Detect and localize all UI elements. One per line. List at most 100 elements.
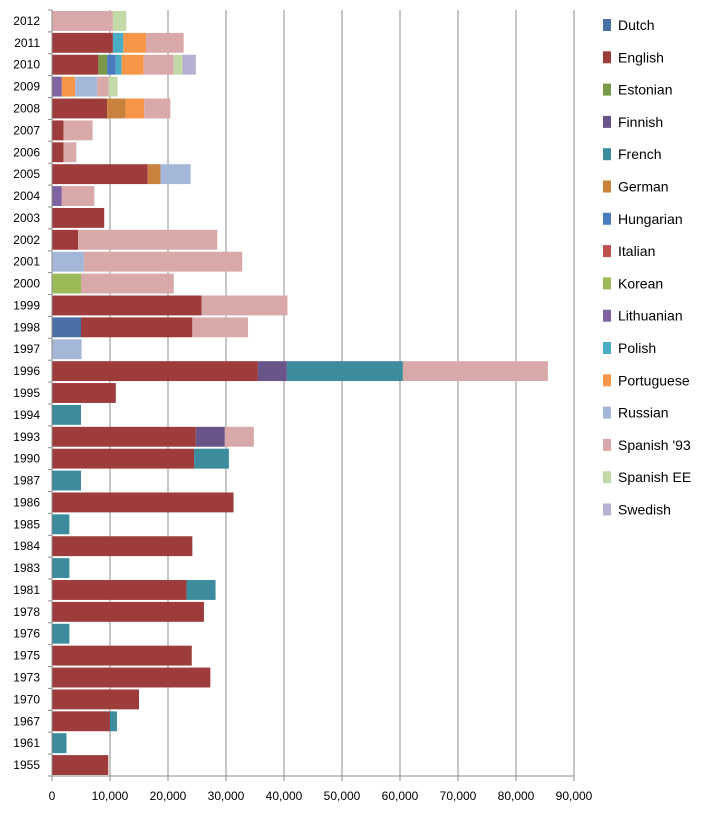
legend-swatch-french [603, 148, 611, 161]
bar-2010-polish [115, 54, 122, 75]
bar-1994-french [52, 404, 81, 425]
bar-1993-english [52, 426, 196, 447]
legend-label-hungarian: Hungarian [618, 211, 683, 227]
bar-2011-english [52, 32, 113, 53]
bar-2005-german [147, 164, 161, 185]
category-label: 1978 [13, 605, 40, 619]
legend-label-korean: Korean [618, 275, 663, 291]
category-label: 2000 [13, 277, 40, 291]
bar-1995-english [52, 383, 116, 403]
legend-label-lithuanian: Lithuanian [618, 308, 683, 324]
bar-2000-korean [52, 273, 81, 294]
bar-1996-french [286, 361, 403, 382]
bar-2007-spanish-93 [63, 120, 93, 141]
category-label: 1987 [13, 474, 40, 488]
legend-label-french: French [618, 146, 662, 162]
category-label: 2012 [13, 14, 40, 28]
category-label: 1994 [13, 408, 40, 422]
bar-1967-english [52, 711, 110, 732]
bar-2009-spanish-93 [97, 76, 109, 97]
bar-1998-dutch [52, 317, 81, 338]
category-label: 2009 [13, 80, 40, 94]
bar-2002-spanish-93 [78, 229, 218, 250]
bar-2000-spanish-93 [81, 273, 174, 294]
legend-label-estonian: Estonian [618, 82, 672, 98]
bar-1997-russian [52, 339, 82, 360]
bar-2006-spanish-93 [63, 142, 77, 163]
bar-2005-russian [160, 164, 191, 185]
bar-1987-french [52, 470, 81, 491]
category-label: 1983 [13, 561, 40, 575]
bar-2010-spanish-ee [173, 54, 183, 75]
bar-1996-finnish [257, 361, 287, 382]
category-label: 1996 [13, 364, 40, 378]
legend-swatch-lithuanian [603, 309, 611, 322]
legend-label-polish: Polish [618, 340, 656, 356]
x-tick-labels: 0 10,000 20,000 30,000 40,000 50,000 60,000 70,… [49, 789, 593, 803]
legend-swatch-russian [603, 406, 611, 419]
legend-label-dutch: Dutch [618, 17, 655, 33]
bar-1996-english [52, 361, 258, 382]
category-label: 1986 [13, 495, 40, 509]
bar-1999-english [52, 295, 202, 316]
x-tick-label: 70,000 [440, 789, 477, 803]
bar-2001-russian [52, 251, 84, 272]
legend-label-spanish-ee: Spanish EE [618, 469, 691, 485]
bar-2008-spanish-93 [144, 98, 171, 119]
x-tick-label: 20,000 [150, 789, 187, 803]
bar-1978-english [52, 601, 204, 622]
legend-swatch-hungarian [603, 212, 611, 225]
category-label: 2010 [13, 58, 40, 72]
bar-1961-french [52, 733, 67, 754]
bar-2010-swedish [182, 54, 196, 75]
bar-1970-english [52, 689, 139, 710]
bar-2009-russian [75, 76, 98, 97]
bar-2009-lithuanian [52, 76, 62, 97]
category-labels: 2012 2011 2010 2009 2008 2007 2006 2005 2004 2003… [13, 14, 40, 772]
x-tick-label: 10,000 [92, 789, 129, 803]
bar-2006-english [52, 142, 64, 163]
bar-1983-french [52, 558, 70, 579]
legend-swatch-polish [603, 342, 611, 354]
legend-swatch-estonian [603, 83, 611, 96]
bar-2011-polish [112, 32, 124, 53]
x-tick-label: 90,000 [556, 789, 593, 803]
bar-1996-spanish-93 [402, 361, 548, 382]
bar-2008-english [52, 98, 108, 119]
legend-swatch-swedish [603, 503, 611, 516]
legend-swatch-german [603, 180, 611, 193]
legend-swatch-english [603, 51, 611, 64]
bar-2009-portuguese [61, 76, 76, 97]
bar-2002-english [52, 229, 79, 250]
x-tick-label: 40,000 [266, 789, 303, 803]
legend-label-italian: Italian [618, 243, 655, 259]
bar-1993-finnish [195, 426, 225, 447]
bar-2009-spanish-ee [108, 76, 118, 97]
bar-1990-french [194, 448, 229, 469]
category-label: 1981 [13, 583, 40, 597]
bar-1967-french [110, 711, 117, 732]
bar-1985-french [52, 514, 70, 535]
x-tick-label: 0 [49, 789, 56, 803]
x-tick-label: 80,000 [498, 789, 535, 803]
bar-1990-english [52, 448, 195, 469]
gridlines [109, 10, 575, 776]
category-label: 1970 [13, 692, 40, 706]
bar-1998-spanish-93 [192, 317, 249, 338]
bar-2011-spanish-93 [145, 32, 184, 53]
bar-2010-english [52, 54, 99, 75]
category-label: 1975 [13, 649, 40, 663]
bar-2010-hungarian [107, 54, 116, 75]
bar-1986-english [52, 492, 234, 513]
category-label: 1967 [13, 714, 40, 728]
bar-2010-estonian [98, 54, 108, 75]
category-label: 1993 [13, 430, 40, 444]
axes [48, 9, 575, 781]
bar-2010-spanish-93 [143, 54, 174, 75]
category-label: 2002 [13, 233, 40, 247]
x-tick-label: 50,000 [324, 789, 361, 803]
category-label: 1985 [13, 517, 40, 531]
bar-2004-spanish-93 [61, 186, 95, 206]
category-label: 2005 [13, 167, 40, 181]
category-label: 1998 [13, 320, 40, 334]
